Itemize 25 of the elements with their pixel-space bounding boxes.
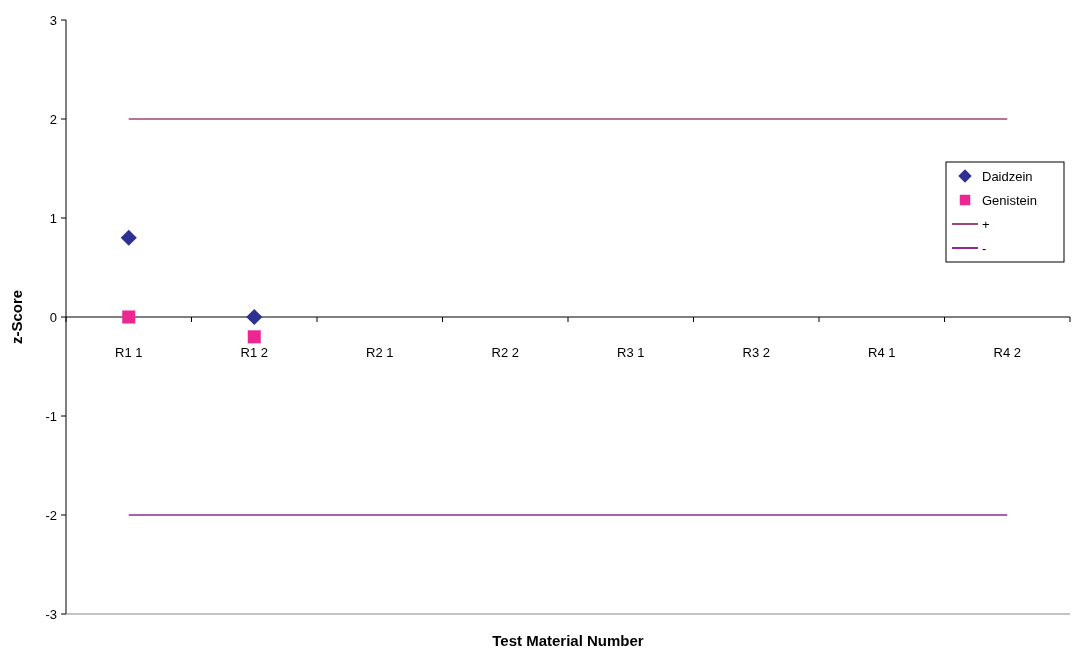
legend-label: Daidzein xyxy=(982,168,1033,184)
x-tick-label: R4 1 xyxy=(868,345,896,360)
y-tick-label: 2 xyxy=(49,111,57,127)
x-tick-label: R3 2 xyxy=(742,345,770,360)
x-tick-label: R1 2 xyxy=(240,345,268,360)
y-axis-title: z-Score xyxy=(8,289,25,345)
point xyxy=(247,330,261,344)
x-tick-label: R3 1 xyxy=(617,345,645,360)
legend-label: Genistein xyxy=(982,192,1037,208)
y-tick-label: -3 xyxy=(45,606,57,622)
point xyxy=(246,308,263,326)
legend-label: - xyxy=(982,240,987,256)
x-tick-label: R2 1 xyxy=(366,345,394,360)
x-axis-title: Test Material Number xyxy=(492,632,644,649)
y-tick-label: -1 xyxy=(45,408,57,424)
y-tick-label: 0 xyxy=(49,309,57,325)
y-tick-label: 3 xyxy=(49,12,57,28)
y-tick-label: 1 xyxy=(49,210,57,226)
point xyxy=(120,229,137,246)
y-tick-label: -2 xyxy=(45,507,57,523)
x-tick-label: R2 2 xyxy=(491,345,519,360)
point xyxy=(122,310,136,324)
x-tick-label: R1 1 xyxy=(115,345,143,360)
legend-label: + xyxy=(982,216,990,232)
x-tick-label: R4 2 xyxy=(993,345,1021,360)
